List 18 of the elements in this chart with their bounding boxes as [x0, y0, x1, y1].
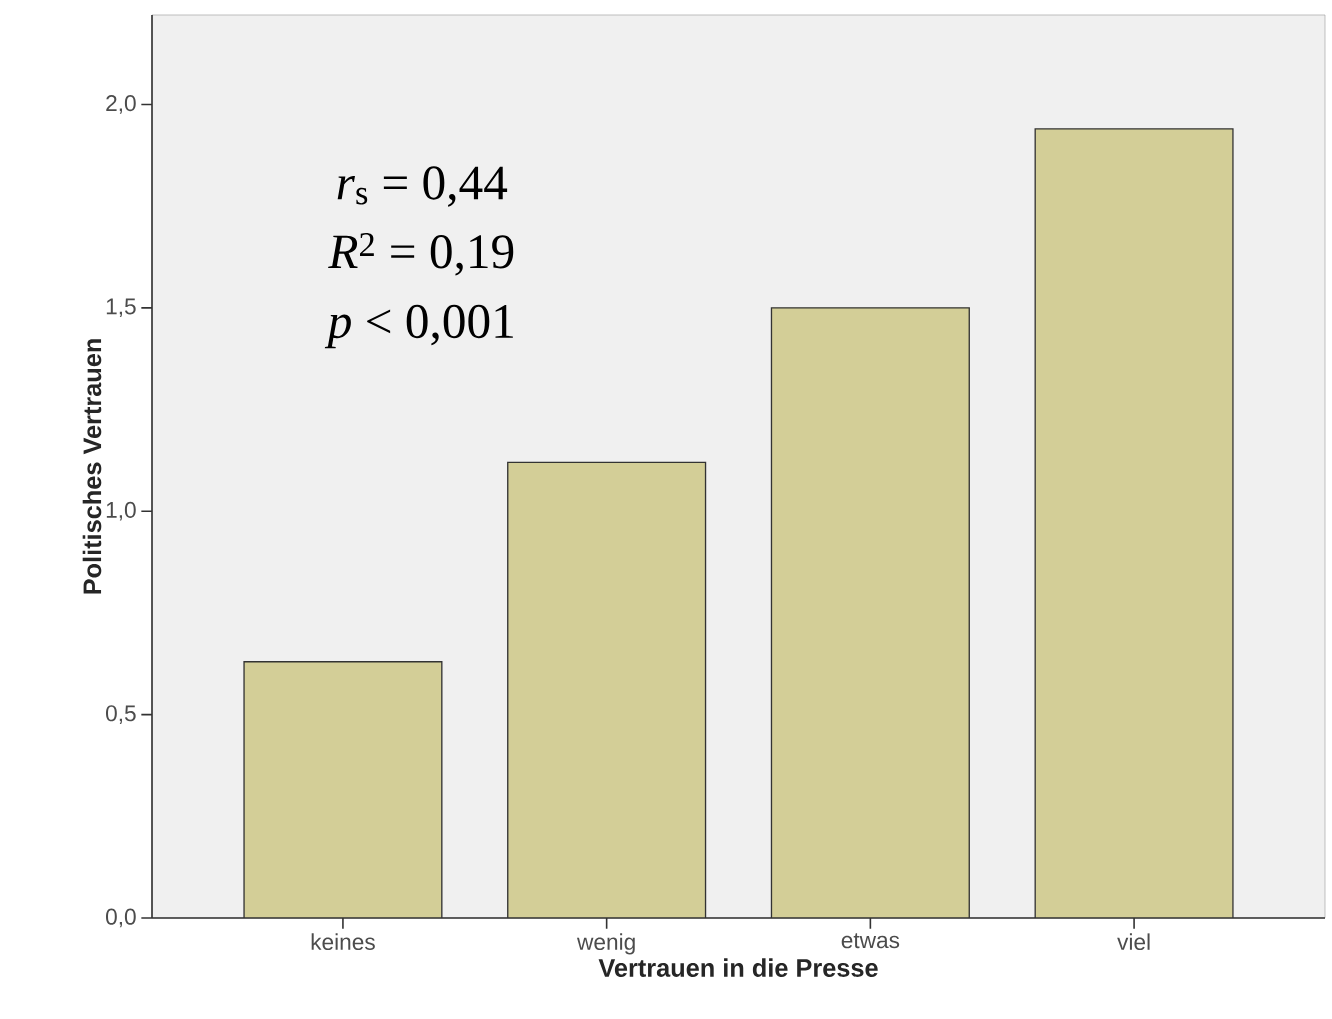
y-tick-label: 2,0 [106, 95, 136, 114]
x-tick-label: wenig [577, 933, 635, 955]
x-tick-label: keines [311, 933, 375, 951]
x-tick-label: etwas [841, 933, 900, 949]
x-tick-label: viel [1117, 933, 1150, 951]
bar [1034, 128, 1234, 918]
bar [771, 307, 970, 918]
annotation: r$_{s}$ = 0,44 [337, 166, 508, 207]
y-tick-label: 1,0 [106, 501, 136, 521]
y-axis-title: Politisches Vertrauen [82, 339, 102, 594]
x-axis-title: Vertrauen in die Presse [598, 958, 878, 977]
y-tick-label: 0,5 [105, 705, 136, 724]
y-tick-label: 1,5 [106, 298, 136, 318]
bar [244, 661, 442, 918]
annotation: p < 0,001 [324, 304, 513, 349]
bar [507, 462, 706, 918]
annotation: R$^{2}$ = 0,19 [328, 233, 514, 276]
y-tick-label: 0,0 [105, 908, 136, 928]
